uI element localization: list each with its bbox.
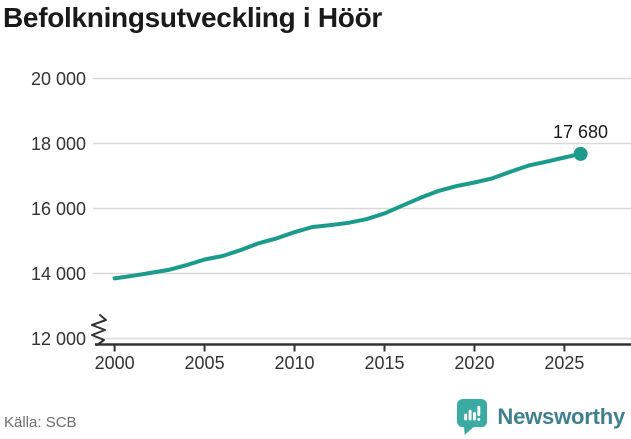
x-tick-label: 2015	[364, 353, 404, 373]
x-tick-label: 2000	[95, 353, 135, 373]
x-tick-label: 2025	[544, 353, 584, 373]
axis-break-icon	[91, 314, 107, 346]
x-tick-label: 2005	[185, 353, 225, 373]
y-tick-label: 12 000	[31, 329, 86, 349]
x-tick-label: 2020	[454, 353, 494, 373]
x-tick-label: 2010	[275, 353, 315, 373]
newsworthy-icon	[456, 398, 489, 435]
y-tick-label: 18 000	[31, 134, 86, 154]
end-value-label: 17 680	[553, 122, 608, 142]
y-tick-label: 16 000	[31, 199, 86, 219]
end-point-marker	[573, 146, 588, 161]
newsworthy-logo[interactable]: Newsworthy	[456, 398, 625, 435]
source-note: Källa: SCB	[4, 414, 77, 431]
chart-title: Befolkningsutveckling i Höör	[3, 2, 382, 33]
y-tick-label: 20 000	[31, 69, 86, 89]
y-tick-label: 14 000	[31, 264, 86, 284]
data-series-line	[112, 151, 583, 281]
newsworthy-wordmark: Newsworthy	[497, 403, 625, 429]
